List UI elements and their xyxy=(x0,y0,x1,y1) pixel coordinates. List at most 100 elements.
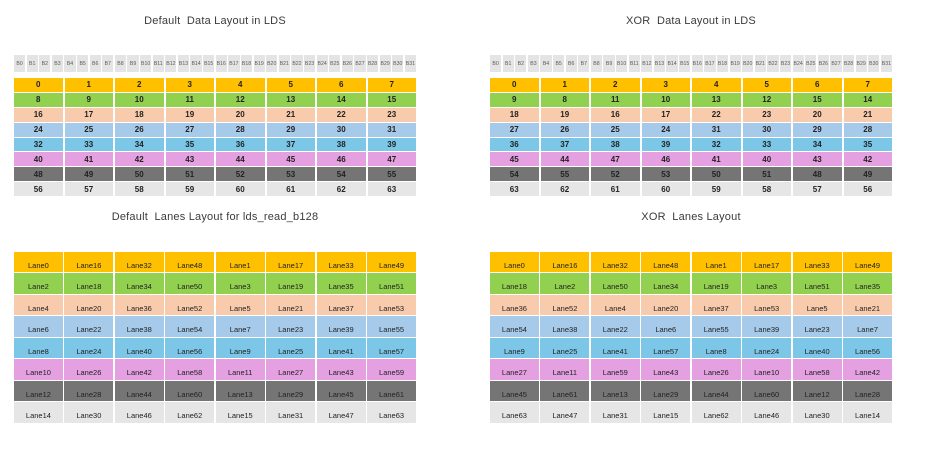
data-cell: 30 xyxy=(317,122,366,137)
data-cell: 41 xyxy=(64,152,113,167)
lane-cell: Lane26 xyxy=(691,359,741,380)
bank-label: B22 xyxy=(767,55,779,72)
lane-cell: Lane49 xyxy=(367,252,416,273)
data-cell: 37 xyxy=(266,137,315,152)
lane-cell: Lane45 xyxy=(316,380,366,402)
data-cell: 19 xyxy=(165,107,214,122)
data-cell: 16 xyxy=(591,107,640,122)
lane-cell: Lane24 xyxy=(64,337,114,359)
bank-label: B25 xyxy=(805,55,817,72)
lane-cell: Lane10 xyxy=(14,359,63,380)
lane-cell: Lane3 xyxy=(742,273,792,294)
lane-cell: Lane14 xyxy=(14,402,63,423)
lane-cell: Lane29 xyxy=(266,380,316,402)
lane-cell: Lane37 xyxy=(316,294,366,316)
bank-label: B26 xyxy=(817,55,829,72)
lane-cell: Lane16 xyxy=(64,252,114,273)
bank-label: B25 xyxy=(329,55,341,72)
lane-cell: Lane4 xyxy=(590,294,640,316)
lane-cell: Lane43 xyxy=(641,359,691,380)
bank-label: B13 xyxy=(177,55,190,72)
data-cell: 60 xyxy=(641,182,690,197)
data-cell: 46 xyxy=(317,152,366,167)
bank-label: B5 xyxy=(77,55,89,72)
bank-label: B3 xyxy=(51,55,64,72)
data-cell: 42 xyxy=(115,152,164,167)
data-cell: 23 xyxy=(742,107,791,122)
lane-cell: Lane16 xyxy=(540,252,590,273)
bank-label: B23 xyxy=(779,55,792,72)
lane-cell: Lane33 xyxy=(792,252,842,273)
data-cell: 3 xyxy=(165,78,214,92)
lane-cell: Lane18 xyxy=(64,273,114,294)
lane-cell: Lane23 xyxy=(792,316,842,337)
lane-cell: Lane52 xyxy=(165,294,215,316)
bank-label: B20 xyxy=(742,55,754,72)
bank-label: B21 xyxy=(754,55,766,72)
lane-cell: Lane28 xyxy=(64,380,114,402)
data-cell: 53 xyxy=(266,167,315,182)
data-cell: 51 xyxy=(165,167,214,182)
lane-cell: Lane40 xyxy=(114,337,164,359)
data-cell: 20 xyxy=(216,107,265,122)
bank-label: B22 xyxy=(291,55,303,72)
lane-cell: Lane43 xyxy=(316,359,366,380)
data-cell: 25 xyxy=(591,122,640,137)
bank-label: B15 xyxy=(679,55,691,72)
data-cell: 8 xyxy=(540,92,589,107)
data-cell: 52 xyxy=(216,167,265,182)
lane-cell: Lane45 xyxy=(490,380,539,402)
bank-label: B7 xyxy=(578,55,590,72)
data-cell: 6 xyxy=(793,78,842,92)
data-cell: 18 xyxy=(490,107,539,122)
data-cell: 17 xyxy=(641,107,690,122)
lane-cell: Lane56 xyxy=(843,337,892,359)
data-cell: 54 xyxy=(317,167,366,182)
data-cell: 25 xyxy=(64,122,113,137)
data-cell: 34 xyxy=(793,137,842,152)
lane-cell: Lane31 xyxy=(590,402,640,423)
lane-cell: Lane51 xyxy=(367,273,416,294)
data-cell: 61 xyxy=(591,182,640,197)
panel-title-default-data: Default Data Layout in LDS xyxy=(144,15,286,27)
lane-cell: Lane3 xyxy=(215,273,265,294)
bank-header-row-default-data: B0 B1 B2 B3 B4 B5 B6 B7 B8 B9 B10 B11 B12 B13 B14 B15 B1… xyxy=(14,55,416,72)
lane-cell: Lane22 xyxy=(64,316,114,337)
data-cell: 61 xyxy=(266,182,315,197)
lane-cell: Lane27 xyxy=(266,359,316,380)
bank-label: B13 xyxy=(653,55,666,72)
data-cell: 40 xyxy=(14,152,63,167)
data-cell: 59 xyxy=(692,182,741,197)
lane-cell: Lane12 xyxy=(792,380,842,402)
data-cell: 11 xyxy=(591,92,640,107)
data-cell: 39 xyxy=(641,137,690,152)
bank-label: B23 xyxy=(303,55,316,72)
data-cell: 59 xyxy=(165,182,214,197)
bank-label: B14 xyxy=(666,55,678,72)
lane-cell: Lane59 xyxy=(367,359,416,380)
lane-cell: Lane32 xyxy=(590,252,640,273)
lane-cell: Lane44 xyxy=(114,380,164,402)
lane-cell: Lane58 xyxy=(165,359,215,380)
lane-cell: Lane46 xyxy=(114,402,164,423)
lane-cell: Lane14 xyxy=(843,402,892,423)
lane-cell: Lane53 xyxy=(367,294,416,316)
lane-cell: Lane44 xyxy=(691,380,741,402)
bank-label: B8 xyxy=(114,55,127,72)
lane-cell: Lane15 xyxy=(641,402,691,423)
bank-label: B16 xyxy=(215,55,227,72)
data-cell: 62 xyxy=(540,182,589,197)
lane-cell: Lane54 xyxy=(490,316,539,337)
lane-cell: Lane39 xyxy=(742,316,792,337)
data-cell: 60 xyxy=(216,182,265,197)
lane-cell: Lane8 xyxy=(691,337,741,359)
bank-label: B9 xyxy=(603,55,615,72)
data-cell: 55 xyxy=(367,167,416,182)
data-cell: 22 xyxy=(317,107,366,122)
data-cell: 52 xyxy=(591,167,640,182)
lane-cell: Lane13 xyxy=(590,380,640,402)
data-cell: 56 xyxy=(843,182,892,197)
panel-title-xor-data: XOR Data Layout in LDS xyxy=(626,15,756,27)
data-cell: 10 xyxy=(641,92,690,107)
lane-cell: Lane42 xyxy=(114,359,164,380)
